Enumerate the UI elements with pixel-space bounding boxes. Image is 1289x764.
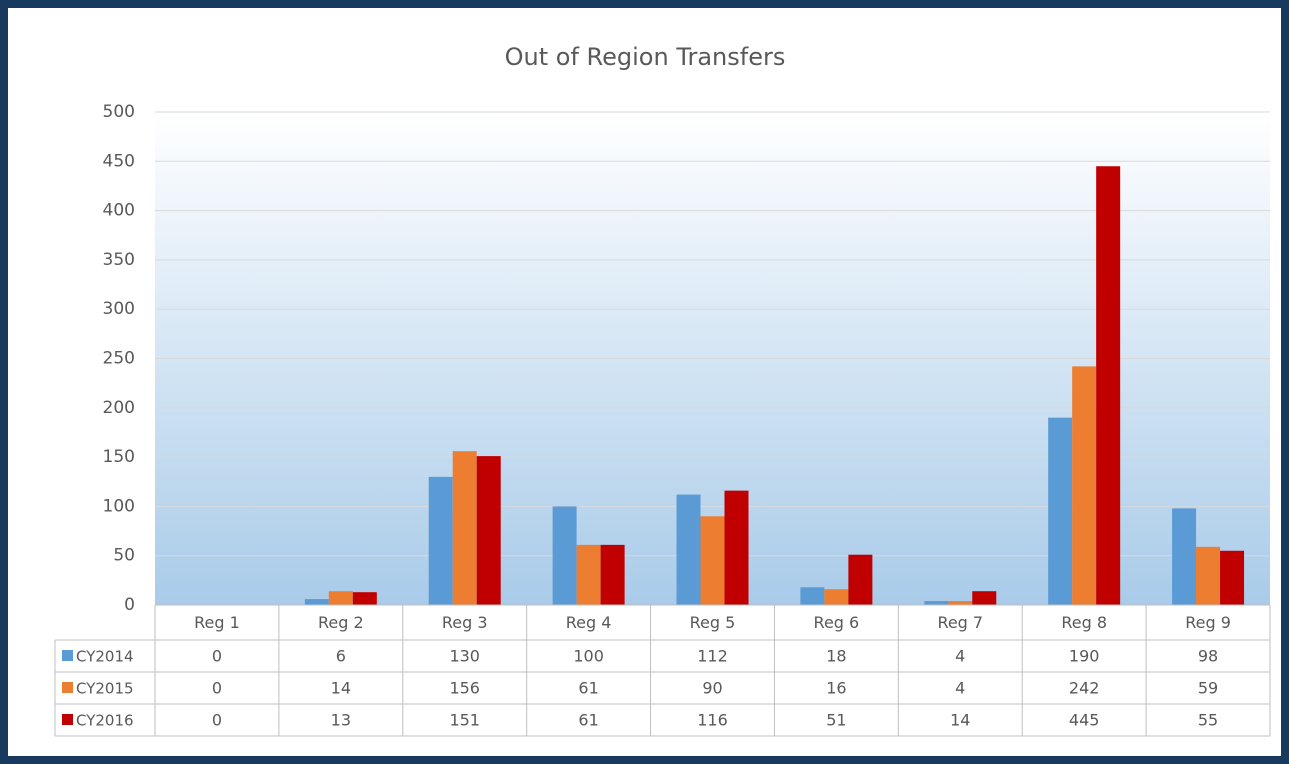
y-tick-label: 300 bbox=[103, 299, 135, 319]
bar bbox=[724, 490, 749, 605]
bar bbox=[1196, 546, 1221, 605]
x-tick-label: Reg 7 bbox=[937, 613, 983, 632]
table-value: 116 bbox=[697, 711, 728, 730]
table-value: 190 bbox=[1069, 647, 1100, 666]
legend-swatch bbox=[62, 682, 73, 693]
table-value: 13 bbox=[331, 711, 351, 730]
x-tick-label: Reg 1 bbox=[194, 613, 240, 632]
legend-label: CY2016 bbox=[76, 712, 134, 730]
table-value: 61 bbox=[578, 679, 598, 698]
bar bbox=[676, 494, 701, 605]
table-value: 130 bbox=[449, 647, 480, 666]
table-value: 151 bbox=[449, 711, 480, 730]
y-tick-label: 50 bbox=[113, 546, 135, 566]
x-tick-label: Reg 2 bbox=[318, 613, 364, 632]
table-value: 6 bbox=[336, 647, 346, 666]
legend-label: CY2015 bbox=[76, 680, 134, 698]
bar bbox=[428, 476, 453, 605]
bar bbox=[476, 456, 501, 605]
y-tick-label: 400 bbox=[103, 201, 135, 221]
table-value: 59 bbox=[1198, 679, 1218, 698]
bar bbox=[800, 587, 825, 605]
bar bbox=[1048, 417, 1073, 605]
table-value: 61 bbox=[578, 711, 598, 730]
y-tick-label: 150 bbox=[103, 447, 135, 467]
table-value: 4 bbox=[955, 647, 965, 666]
x-tick-label: Reg 8 bbox=[1061, 613, 1107, 632]
legend-swatch bbox=[62, 714, 73, 725]
table-value: 242 bbox=[1069, 679, 1100, 698]
bar bbox=[848, 554, 873, 605]
table-value: 100 bbox=[573, 647, 604, 666]
bar bbox=[352, 592, 377, 605]
y-tick-label: 0 bbox=[124, 595, 135, 615]
y-tick-label: 350 bbox=[103, 250, 135, 270]
table-value: 98 bbox=[1198, 647, 1218, 666]
table-value: 156 bbox=[449, 679, 480, 698]
bar bbox=[328, 591, 353, 605]
bar bbox=[924, 601, 949, 605]
table-value: 0 bbox=[212, 711, 222, 730]
x-tick-label: Reg 3 bbox=[442, 613, 488, 632]
table-value: 18 bbox=[826, 647, 846, 666]
table-value: 51 bbox=[826, 711, 846, 730]
table-value: 0 bbox=[212, 679, 222, 698]
y-tick-label: 500 bbox=[103, 102, 135, 122]
bar bbox=[552, 506, 577, 605]
table-value: 4 bbox=[955, 679, 965, 698]
bar bbox=[700, 516, 725, 605]
bar bbox=[1172, 508, 1197, 605]
bar bbox=[972, 591, 997, 605]
x-tick-label: Reg 6 bbox=[814, 613, 860, 632]
y-tick-label: 250 bbox=[103, 349, 135, 369]
table-value: 14 bbox=[331, 679, 351, 698]
table-value: 90 bbox=[702, 679, 722, 698]
table-value: 0 bbox=[212, 647, 222, 666]
table-value: 16 bbox=[826, 679, 846, 698]
bar bbox=[452, 451, 477, 605]
bar bbox=[576, 544, 601, 605]
x-tick-label: Reg 5 bbox=[690, 613, 736, 632]
bar bbox=[304, 599, 329, 605]
table-value: 112 bbox=[697, 647, 728, 666]
y-tick-label: 100 bbox=[103, 496, 135, 516]
bar bbox=[824, 589, 849, 605]
table-value: 14 bbox=[950, 711, 970, 730]
legend-swatch bbox=[62, 650, 73, 661]
y-tick-label: 200 bbox=[103, 398, 135, 418]
bar bbox=[1072, 366, 1097, 605]
chart-title: Out of Region Transfers bbox=[505, 43, 786, 71]
table-value: 55 bbox=[1198, 711, 1218, 730]
legend-label: CY2014 bbox=[76, 648, 134, 666]
x-tick-label: Reg 9 bbox=[1185, 613, 1231, 632]
y-tick-label: 450 bbox=[103, 151, 135, 171]
x-tick-label: Reg 4 bbox=[566, 613, 612, 632]
bar bbox=[600, 544, 625, 605]
bar bbox=[1096, 166, 1121, 606]
bar bbox=[1220, 550, 1245, 605]
bar bbox=[948, 601, 973, 605]
table-value: 445 bbox=[1069, 711, 1100, 730]
